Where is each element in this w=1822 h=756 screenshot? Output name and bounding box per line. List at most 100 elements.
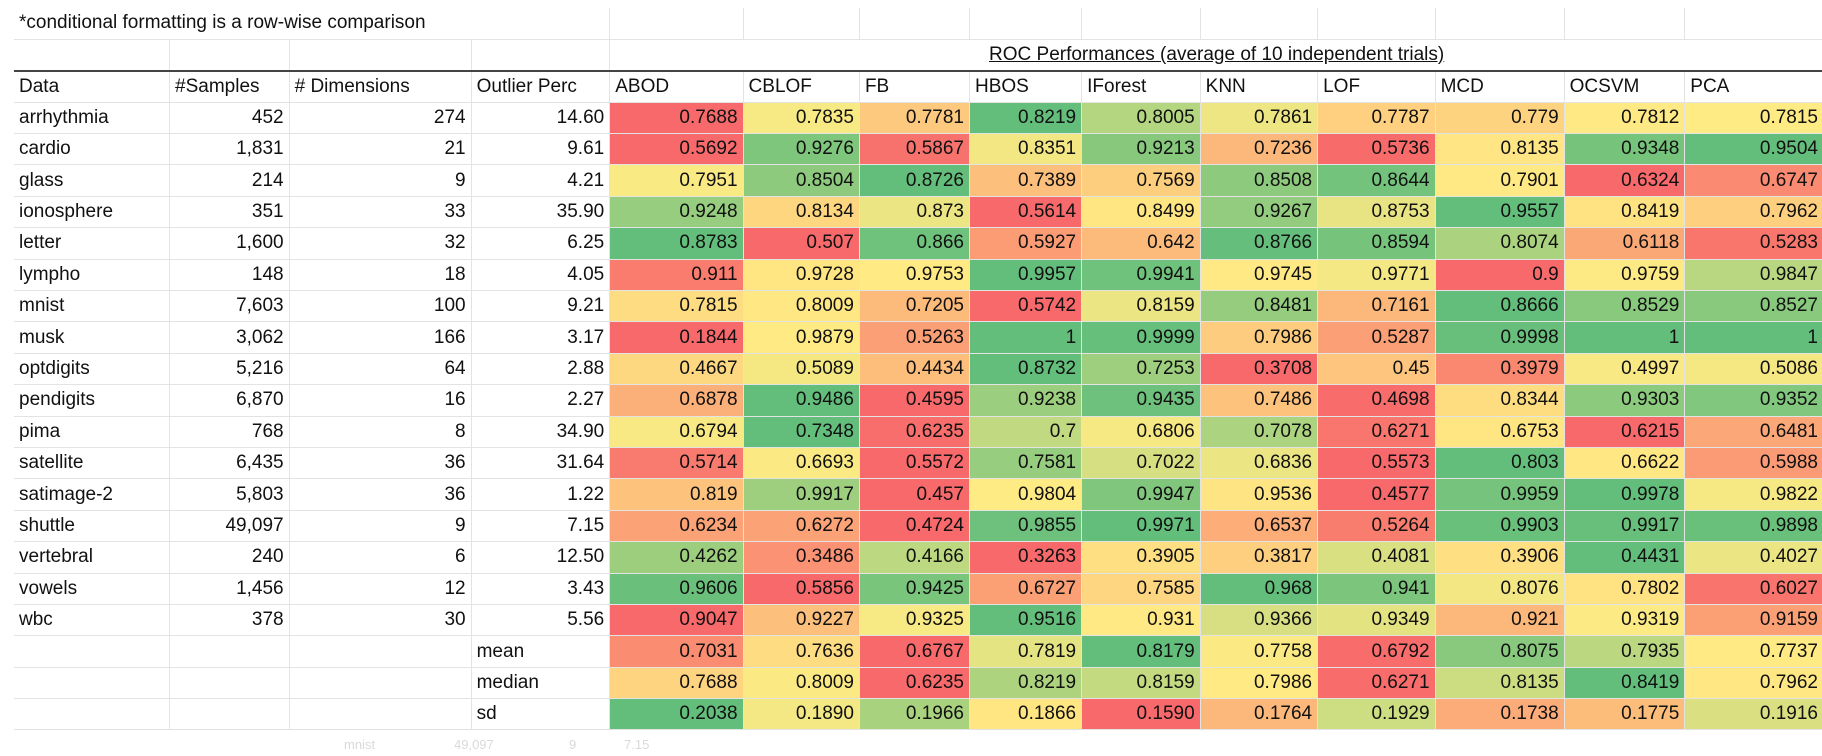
- roc-performance-title-link[interactable]: ROC Performances (average of 10 independ…: [609, 39, 1822, 72]
- score-cell[interactable]: 0.6836: [1200, 447, 1319, 480]
- score-cell[interactable]: 0.9771: [1317, 259, 1436, 292]
- dataset-name-cell[interactable]: lympho: [14, 259, 171, 292]
- score-cell[interactable]: 0.4027: [1684, 541, 1822, 574]
- empty-cell[interactable]: [289, 635, 472, 668]
- score-cell[interactable]: 0.7812: [1564, 102, 1686, 135]
- score-cell[interactable]: 0.8499: [1081, 196, 1201, 229]
- score-cell[interactable]: 0.4081: [1317, 541, 1436, 574]
- score-cell[interactable]: 0.5856: [743, 573, 860, 605]
- column-header[interactable]: MCD: [1435, 70, 1565, 103]
- dataset-name-cell[interactable]: letter: [14, 227, 171, 260]
- score-cell[interactable]: 0.1590: [1081, 698, 1201, 731]
- score-cell[interactable]: 0.3817: [1200, 541, 1319, 574]
- score-cell[interactable]: 0.9879: [743, 321, 860, 354]
- score-cell[interactable]: 0.5988: [1684, 447, 1822, 480]
- summary-label-cell[interactable]: sd: [471, 698, 611, 731]
- score-cell[interactable]: 0.9606: [609, 573, 744, 605]
- score-cell[interactable]: 0.8481: [1200, 290, 1319, 323]
- dataset-name-cell[interactable]: vertebral: [14, 541, 171, 574]
- score-cell[interactable]: 0.7962: [1684, 667, 1822, 700]
- samples-cell[interactable]: 214: [169, 164, 290, 197]
- dimensions-cell[interactable]: 6: [289, 541, 472, 574]
- score-cell[interactable]: 0.9998: [1435, 321, 1565, 354]
- score-cell[interactable]: 0.5927: [969, 227, 1083, 260]
- column-header[interactable]: PCA: [1684, 70, 1822, 103]
- score-cell[interactable]: 0.7787: [1317, 102, 1436, 135]
- empty-cell[interactable]: [743, 8, 860, 40]
- dimensions-cell[interactable]: 274: [289, 102, 472, 135]
- score-cell[interactable]: 0.6622: [1564, 447, 1686, 480]
- score-cell[interactable]: 0.7819: [969, 635, 1083, 668]
- score-cell[interactable]: 0.9957: [969, 259, 1083, 292]
- outlier-perc-cell[interactable]: 3.17: [471, 321, 611, 354]
- column-header[interactable]: IForest: [1081, 70, 1201, 103]
- dataset-name-cell[interactable]: glass: [14, 164, 171, 197]
- score-cell[interactable]: 0.9352: [1684, 384, 1822, 417]
- dataset-name-cell[interactable]: mnist: [14, 290, 171, 323]
- score-cell[interactable]: 0.8644: [1317, 164, 1436, 197]
- score-cell[interactable]: 0.8076: [1435, 573, 1565, 605]
- score-cell[interactable]: 0.4724: [859, 510, 970, 543]
- empty-cell[interactable]: [1564, 8, 1686, 40]
- dataset-name-cell[interactable]: ionosphere: [14, 196, 171, 229]
- score-cell[interactable]: 0.6878: [609, 384, 744, 417]
- column-header[interactable]: ABOD: [609, 70, 744, 103]
- score-cell[interactable]: 0.6215: [1564, 416, 1686, 448]
- empty-cell[interactable]: [969, 8, 1083, 40]
- empty-cell[interactable]: [471, 39, 611, 72]
- score-cell[interactable]: 0.9941: [1081, 259, 1201, 292]
- score-cell[interactable]: 0.8732: [969, 353, 1083, 386]
- score-cell[interactable]: 0.9348: [1564, 133, 1686, 166]
- samples-cell[interactable]: 7,603: [169, 290, 290, 323]
- samples-cell[interactable]: 1,831: [169, 133, 290, 166]
- score-cell[interactable]: 0.5283: [1684, 227, 1822, 260]
- empty-cell[interactable]: [1081, 8, 1201, 40]
- score-cell[interactable]: 0.9855: [969, 510, 1083, 543]
- score-cell[interactable]: 0.7835: [743, 102, 860, 135]
- outlier-perc-cell[interactable]: 1.22: [471, 478, 611, 511]
- dataset-name-cell[interactable]: wbc: [14, 604, 171, 637]
- score-cell[interactable]: 0.3708: [1200, 353, 1319, 386]
- score-cell[interactable]: 0.7901: [1435, 164, 1565, 197]
- outlier-perc-cell[interactable]: 3.43: [471, 573, 611, 605]
- score-cell[interactable]: 0.6235: [859, 667, 970, 700]
- score-cell[interactable]: 0.9267: [1200, 196, 1319, 229]
- outlier-perc-cell[interactable]: 9.61: [471, 133, 611, 166]
- samples-cell[interactable]: 6,870: [169, 384, 290, 417]
- empty-cell[interactable]: [289, 667, 472, 700]
- score-cell[interactable]: 0.8219: [969, 102, 1083, 135]
- score-cell[interactable]: 0.6271: [1317, 667, 1436, 700]
- score-cell[interactable]: 0.911: [609, 259, 744, 292]
- score-cell[interactable]: 0.4431: [1564, 541, 1686, 574]
- dimensions-cell[interactable]: 12: [289, 573, 472, 605]
- outlier-perc-cell[interactable]: 4.21: [471, 164, 611, 197]
- score-cell[interactable]: 0.8527: [1684, 290, 1822, 323]
- score-cell[interactable]: 0.7389: [969, 164, 1083, 197]
- score-cell[interactable]: 0.9745: [1200, 259, 1319, 292]
- column-header[interactable]: Outlier Perc: [471, 70, 611, 103]
- score-cell[interactable]: 0.6234: [609, 510, 744, 543]
- empty-cell[interactable]: [14, 635, 171, 668]
- score-cell[interactable]: 0.9917: [1564, 510, 1686, 543]
- score-cell[interactable]: 0.4595: [859, 384, 970, 417]
- dataset-name-cell[interactable]: pendigits: [14, 384, 171, 417]
- score-cell[interactable]: 0.1775: [1564, 698, 1686, 731]
- score-cell[interactable]: 0.9536: [1200, 478, 1319, 511]
- score-cell[interactable]: 0.9971: [1081, 510, 1201, 543]
- samples-cell[interactable]: 148: [169, 259, 290, 292]
- score-cell[interactable]: 0.9753: [859, 259, 970, 292]
- score-cell[interactable]: 0.4997: [1564, 353, 1686, 386]
- empty-cell[interactable]: [169, 635, 290, 668]
- empty-cell[interactable]: [1684, 8, 1822, 40]
- outlier-perc-cell[interactable]: 7.15: [471, 510, 611, 543]
- score-cell[interactable]: 0.6693: [743, 447, 860, 480]
- score-cell[interactable]: 0.4577: [1317, 478, 1436, 511]
- score-cell[interactable]: 0.9557: [1435, 196, 1565, 229]
- score-cell[interactable]: 0.9947: [1081, 478, 1201, 511]
- score-cell[interactable]: 0.45: [1317, 353, 1436, 386]
- score-cell[interactable]: 0.9366: [1200, 604, 1319, 637]
- score-cell[interactable]: 0.7688: [609, 102, 744, 135]
- score-cell[interactable]: 0.8508: [1200, 164, 1319, 197]
- score-cell[interactable]: 0.7781: [859, 102, 970, 135]
- score-cell[interactable]: 0.1966: [859, 698, 970, 731]
